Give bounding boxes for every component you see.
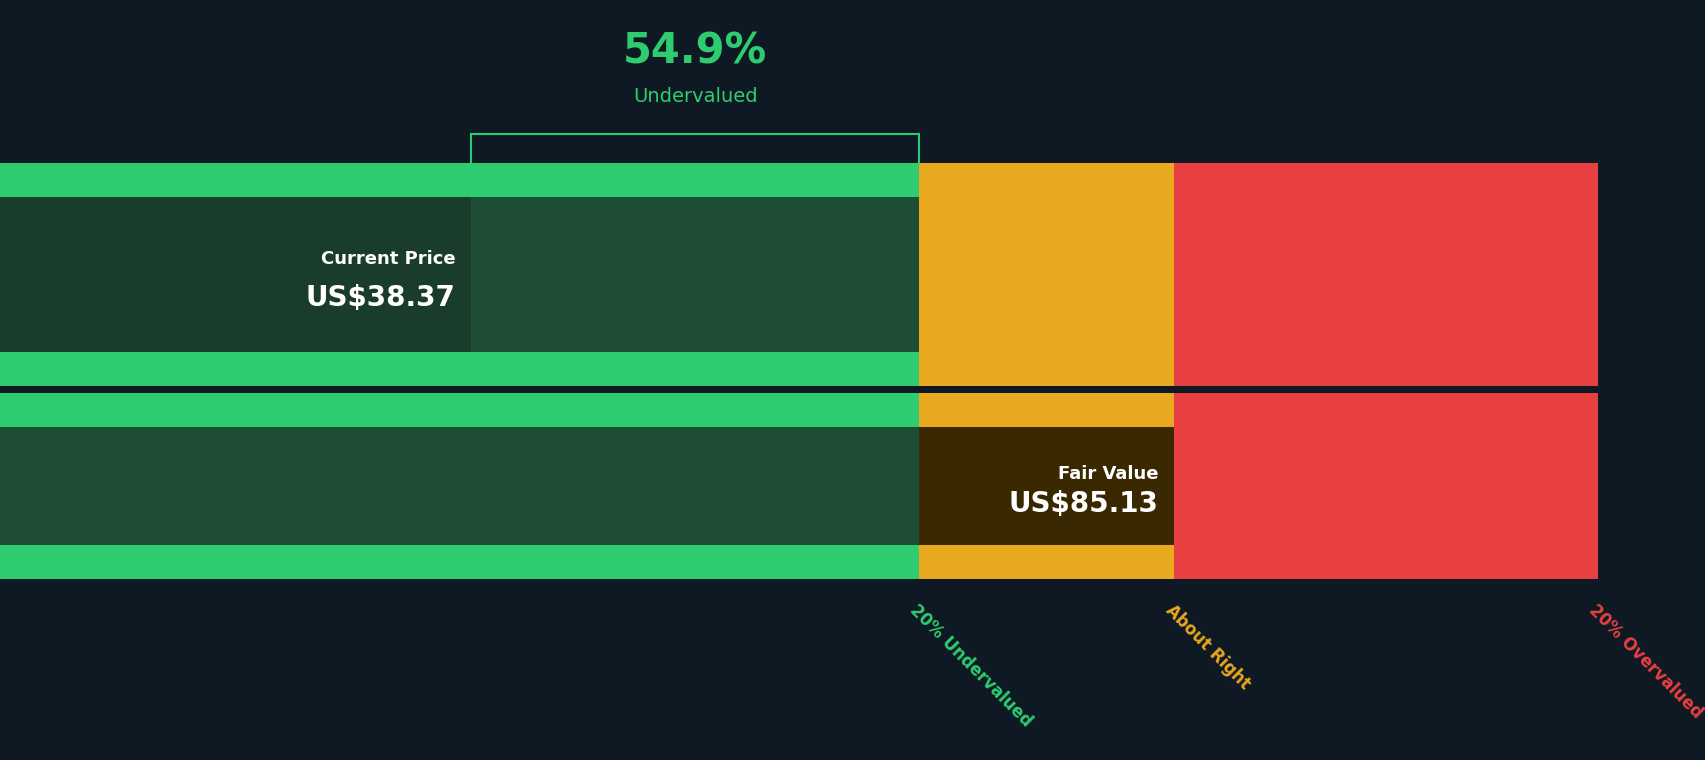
Bar: [1173, 163, 1598, 197]
Bar: [0, 163, 919, 197]
Text: 54.9%: 54.9%: [622, 31, 767, 73]
Bar: [0, 426, 919, 545]
Text: Undervalued: Undervalued: [633, 87, 757, 106]
Bar: [919, 545, 1173, 578]
Bar: [1173, 393, 1598, 426]
Text: Current Price: Current Price: [321, 250, 455, 268]
Bar: [919, 426, 1173, 545]
Text: US$38.37: US$38.37: [305, 284, 455, 312]
Bar: [0, 197, 471, 353]
Bar: [919, 426, 1173, 545]
Bar: [0, 545, 919, 578]
Bar: [0, 197, 919, 353]
Bar: [0, 353, 919, 386]
Bar: [919, 353, 1173, 386]
Text: US$85.13: US$85.13: [1008, 489, 1158, 518]
Text: About Right: About Right: [1161, 601, 1253, 692]
Text: 20% Overvalued: 20% Overvalued: [1584, 601, 1705, 722]
Bar: [919, 163, 1173, 197]
Bar: [1173, 197, 1598, 353]
Text: Fair Value: Fair Value: [1057, 465, 1158, 483]
Bar: [1173, 426, 1598, 545]
Bar: [1173, 353, 1598, 386]
Bar: [1173, 545, 1598, 578]
Bar: [919, 393, 1173, 426]
Bar: [0, 393, 919, 426]
Text: 20% Undervalued: 20% Undervalued: [905, 601, 1035, 730]
Bar: [919, 197, 1173, 353]
